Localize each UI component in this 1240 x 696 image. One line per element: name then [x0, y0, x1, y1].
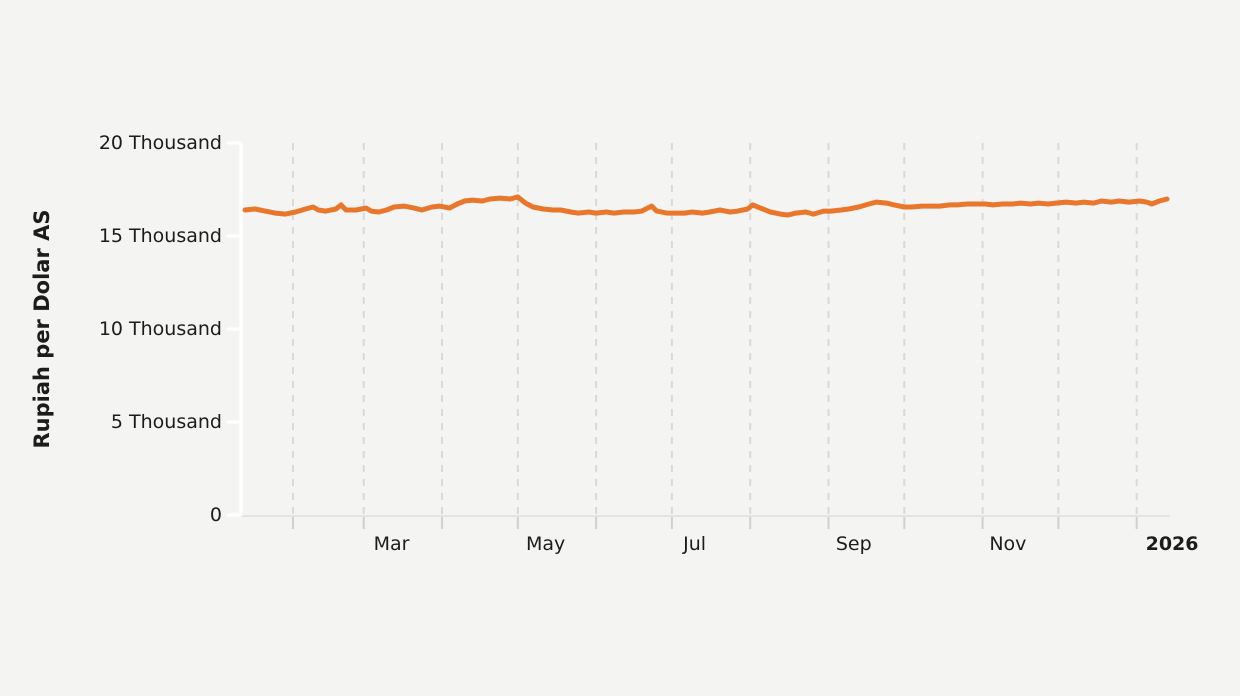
series-line	[242, 194, 1170, 218]
y-tick-label: 20 Thousand	[98, 132, 222, 154]
y-tick-label: 0	[209, 504, 222, 526]
x-tick-label: Mar	[373, 533, 410, 555]
y-tick-label: 10 Thousand	[98, 318, 222, 340]
x-tick-label: Sep	[835, 533, 872, 555]
x-tick-label: May	[525, 533, 566, 555]
x-tick-label: 2026	[1145, 533, 1199, 555]
y-tick-label: 15 Thousand	[98, 225, 222, 247]
x-tick-label: Jul	[683, 533, 707, 555]
x-tick-label: Nov	[989, 533, 1027, 555]
y-tick-label: 5 Thousand	[110, 411, 222, 433]
